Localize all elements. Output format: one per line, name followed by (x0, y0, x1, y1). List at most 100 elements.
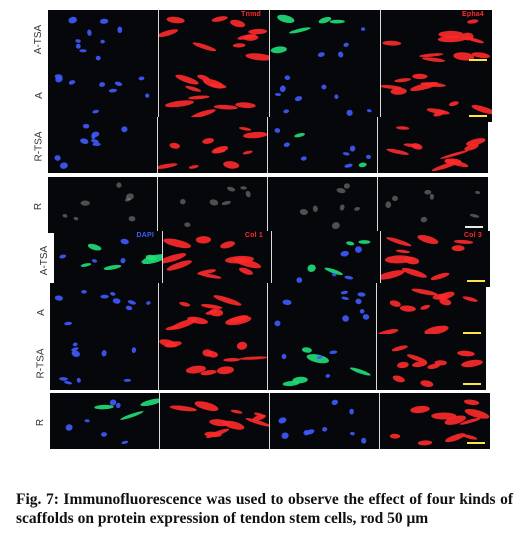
stained-cell (289, 27, 311, 34)
stained-cell (274, 92, 282, 97)
stained-cell (179, 301, 191, 307)
stained-cell (75, 39, 81, 43)
stained-cell (64, 321, 72, 326)
cell-stain-image (385, 189, 480, 223)
stained-cell (411, 288, 438, 296)
stained-cell (420, 304, 431, 310)
stained-cell (471, 52, 491, 59)
panel-stain-label: Col 3 (463, 232, 482, 239)
stained-cell (211, 16, 228, 22)
stained-cell (439, 298, 452, 306)
stained-cell (282, 299, 292, 306)
stained-cell (448, 101, 459, 107)
stained-cell (439, 150, 469, 159)
stained-cell (464, 143, 479, 151)
row-label: A-TSA (33, 24, 45, 54)
stained-cell (274, 128, 281, 133)
stained-cell (431, 160, 460, 172)
micrograph-panel (48, 177, 158, 233)
stained-cell (237, 34, 256, 40)
stained-cell (114, 81, 123, 86)
stained-cell (429, 193, 434, 200)
stained-cell (205, 310, 217, 315)
micrograph-panel: Col 3 (381, 231, 490, 287)
stained-cell (54, 155, 61, 161)
stained-cell (300, 156, 307, 161)
stained-cell (190, 109, 216, 119)
stained-cell (223, 161, 240, 169)
stained-cell (94, 404, 114, 410)
stained-cell (305, 429, 315, 435)
stained-cell (316, 355, 323, 360)
micrograph-panel (48, 117, 158, 173)
stained-cell (395, 249, 411, 254)
stained-cell (338, 51, 344, 58)
stained-cell (438, 291, 455, 300)
stained-cell (123, 378, 132, 382)
row-label: R-TSA (35, 348, 47, 378)
row-label: R-TSA (33, 131, 45, 161)
micrograph-panel (270, 10, 381, 66)
stained-cell (462, 32, 474, 41)
stained-cell (166, 260, 192, 271)
scale-bar (467, 280, 485, 282)
stained-cell (424, 189, 432, 195)
stained-cell (192, 42, 217, 52)
stained-cell (404, 256, 420, 265)
cell-stain-image (62, 182, 136, 222)
figure-row-4: R (0, 177, 527, 235)
stained-cell (72, 342, 78, 347)
stained-cell (325, 374, 331, 378)
stained-cell (245, 190, 251, 198)
row-label: A (33, 91, 45, 99)
stained-cell (392, 195, 398, 202)
stained-cell (381, 85, 402, 89)
scale-bar (463, 383, 481, 385)
stained-cell (185, 85, 202, 92)
stained-cell (221, 200, 231, 206)
panel-stain-label: Epha4 (461, 11, 484, 18)
stained-cell (184, 222, 191, 228)
stained-cell (169, 142, 180, 149)
stained-cell (361, 437, 367, 444)
stained-cell (242, 150, 253, 155)
stained-cell (91, 259, 98, 263)
stained-cell (92, 142, 101, 146)
stained-cell (355, 246, 362, 253)
stained-cell (420, 216, 428, 223)
stained-cell (75, 43, 81, 49)
stained-cell (81, 289, 87, 294)
micrograph-panel (381, 66, 492, 122)
stained-cell (301, 347, 312, 353)
stained-cell (459, 417, 481, 425)
stained-cell (68, 16, 77, 24)
row-label: A (35, 308, 47, 316)
stained-cell (277, 14, 295, 23)
stained-cell (140, 398, 159, 407)
stained-cell (59, 377, 68, 381)
stained-cell (324, 267, 343, 275)
cell-stain-image (270, 14, 366, 58)
cell-stain-image (169, 401, 269, 438)
stained-cell (426, 108, 450, 115)
cell-stain-image (163, 236, 262, 279)
micrograph-panel: Epha4 (381, 10, 492, 66)
stained-cell (115, 402, 121, 409)
stained-cell (270, 46, 287, 54)
stained-cell (109, 399, 117, 406)
micrograph-panel (380, 393, 490, 449)
figure-row-8: R (0, 393, 527, 451)
cell-stain-image (386, 126, 486, 172)
stained-cell (340, 250, 349, 257)
stained-cell (91, 134, 96, 140)
stained-cell (90, 139, 99, 144)
stained-cell (100, 294, 109, 299)
cell-stain-image (165, 295, 252, 331)
stained-cell (127, 300, 136, 305)
micrograph-panel: DAPI (54, 231, 163, 287)
stained-cell (340, 290, 348, 295)
stained-cell (354, 207, 360, 211)
stained-cell (252, 414, 266, 421)
stained-cell (469, 213, 480, 218)
cell-stain-image (381, 73, 492, 117)
